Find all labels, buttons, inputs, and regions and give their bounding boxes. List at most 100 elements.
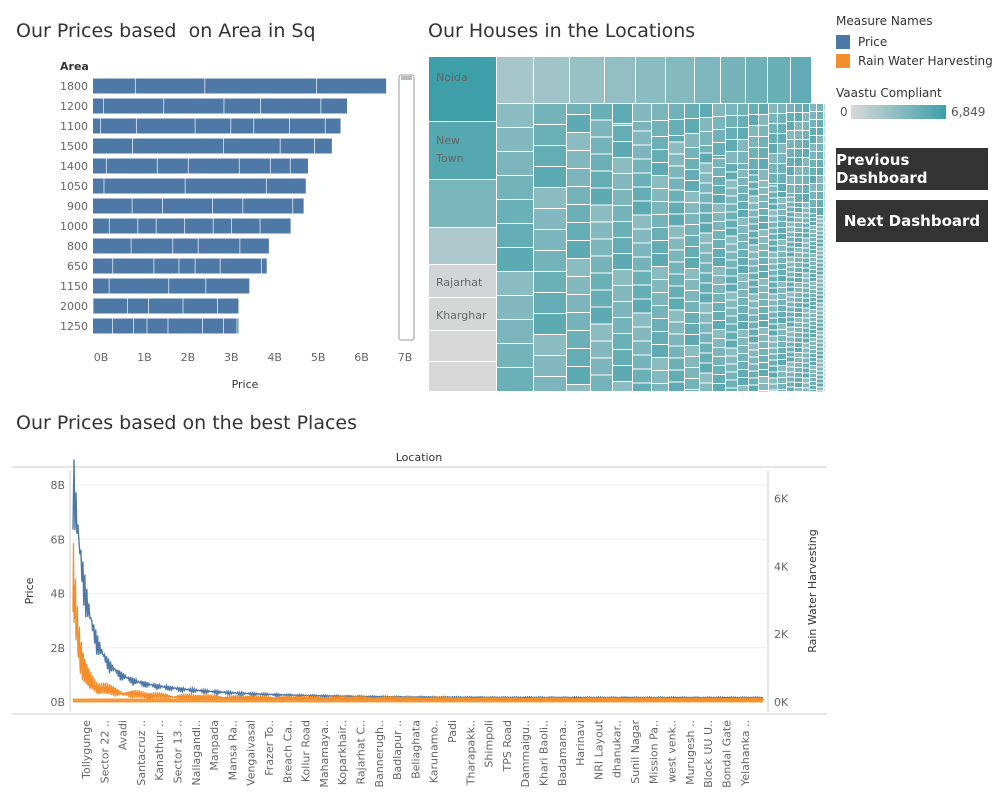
treemap-cell [787, 357, 794, 362]
treemap-cell [713, 240, 725, 248]
treemap-cell [769, 294, 777, 300]
treemap-cell [669, 382, 684, 391]
treemap-cell [795, 308, 802, 312]
treemap-cell [759, 314, 768, 320]
treemap-cell [759, 104, 768, 114]
treemap-cell [778, 240, 786, 245]
locations-treemap[interactable]: Noida New Town Rajarhat Kharghar [429, 57, 825, 392]
treemap-cell [795, 185, 802, 193]
treemap-cell [817, 223, 823, 227]
treemap-cell [613, 302, 632, 317]
treemap-cell [726, 140, 737, 151]
treemap-cell [534, 146, 566, 166]
treemap-cell [795, 328, 802, 332]
treemap-cell [824, 281, 825, 284]
treemap-cell [613, 334, 632, 349]
treemap-cell [713, 357, 725, 365]
treemap-cell [669, 166, 684, 178]
treemap-cell [824, 176, 825, 183]
treemap-cell [787, 227, 794, 232]
bar [93, 278, 250, 294]
treemap-cell [749, 175, 758, 182]
treemap-cell [817, 104, 823, 111]
treemap-cell [817, 295, 823, 299]
treemap-cell [824, 216, 825, 223]
y2-tick-label: 4K [774, 560, 789, 573]
treemap-cell [787, 207, 794, 212]
treemap-cell [787, 277, 794, 282]
treemap-cell [726, 172, 737, 180]
treemap-cell [652, 137, 668, 149]
treemap-cell [700, 273, 712, 283]
treemap-cell [803, 131, 809, 139]
treemap-cell [669, 346, 684, 358]
treemap-cell [669, 238, 684, 250]
treemap-cell [778, 366, 786, 371]
treemap-cell [749, 189, 758, 196]
treemap-cell [652, 254, 668, 266]
treemap-cell [713, 303, 725, 311]
treemap-cell [713, 213, 725, 221]
previous-dashboard-button[interactable]: Previous Dashboard [836, 148, 988, 190]
treemap-cell [685, 269, 699, 279]
treemap-cell [700, 163, 712, 173]
legend-item-price[interactable]: Price [836, 32, 996, 51]
treemap-cell [824, 301, 825, 304]
treemap-cell [817, 219, 823, 223]
treemap-cell [795, 122, 802, 130]
treemap-cell [810, 326, 816, 329]
treemap-cell [795, 131, 802, 139]
treemap-cell [429, 265, 496, 297]
treemap-cell [778, 258, 786, 263]
treemap-cell [778, 300, 786, 305]
next-dashboard-button[interactable]: Next Dashboard [836, 200, 988, 242]
bar [93, 218, 291, 234]
treemap-cell [669, 322, 684, 334]
treemap-cell [817, 339, 823, 343]
treemap-cell [817, 112, 823, 119]
treemap-cell [803, 318, 809, 323]
bar [93, 198, 304, 214]
treemap-cell [810, 184, 816, 191]
treemap-cell [591, 375, 612, 391]
bar [93, 318, 239, 334]
treemap-cell [817, 128, 823, 135]
treemap-cell [824, 341, 825, 344]
x-tick-label: Sector 22 .. [98, 720, 111, 783]
treemap-cell [685, 357, 699, 367]
treemap-cell [726, 380, 737, 388]
treemap-cell [810, 310, 816, 313]
y-axis-label: Area [60, 60, 89, 73]
treemap-cell [685, 203, 699, 213]
treemap-cell [700, 104, 712, 117]
treemap-cell [669, 214, 684, 226]
x-tick-label: Kollur Road [300, 720, 313, 782]
treemap-cell [817, 216, 823, 219]
treemap-cell [497, 152, 533, 175]
treemap-cell [803, 378, 809, 383]
x-tick-label: Manpada [208, 720, 221, 771]
treemap-cell [817, 375, 823, 379]
treemap-cell [633, 159, 651, 173]
treemap-cell [738, 226, 748, 233]
treemap-cell [787, 149, 794, 157]
treemap-cell [803, 203, 809, 208]
treemap-cell [749, 159, 758, 169]
treemap-cell [787, 232, 794, 237]
treemap-cell [778, 324, 786, 329]
treemap-cell [803, 149, 809, 157]
treemap-cell [534, 167, 566, 187]
treemap-cell [803, 122, 809, 130]
treemap-cell [652, 241, 668, 253]
bar [93, 298, 239, 314]
treemap-cell [713, 285, 725, 293]
treemap-cell [817, 200, 823, 207]
treemap-cell [803, 293, 809, 298]
treemap-cell [591, 239, 612, 256]
treemap-cell [810, 234, 816, 237]
x-tick-label: Vengaivasal [245, 720, 258, 786]
treemap-cell [769, 114, 777, 123]
treemap-cell [713, 348, 725, 356]
treemap-cell [803, 298, 809, 303]
legend-item-rain-water[interactable]: Rain Water Harvesting [836, 51, 996, 70]
